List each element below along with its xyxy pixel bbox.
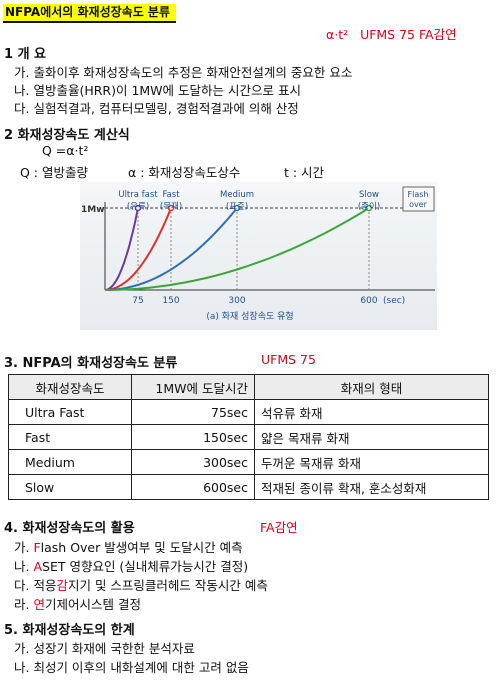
item-text: SET 영향요인 (실내체류가능시간 결정) <box>42 559 249 574</box>
formula-text: α·t² <box>326 27 349 42</box>
section1-heading: 1 개 요 <box>4 47 47 62</box>
series-point <box>167 204 175 212</box>
classification-table: 화재성장속도 1MW에 도달시간 화재의 형태 Ultra Fast 75sec… <box>8 374 489 500</box>
table-row: Fast 150sec 얇은 목재류 화재 <box>8 424 489 450</box>
table-cell: Medium <box>8 449 132 475</box>
series-point <box>233 204 241 212</box>
item-text: lash Over 발생여부 및 도달시간 예측 <box>40 540 243 555</box>
page-title: NFPA에서의 화재성장속도 분류 <box>3 4 177 23</box>
series-point <box>134 204 142 212</box>
table-cell: Slow <box>8 474 132 500</box>
series-curve <box>104 207 238 291</box>
series-point <box>365 204 373 212</box>
series-sublabel: (목재) <box>160 202 182 212</box>
table-cell: 150sec <box>131 424 255 450</box>
legend-q: Q : 열방출량 <box>20 165 88 180</box>
item-highlight: A <box>33 559 43 574</box>
legend-alpha: α : 화재성장속도상수 <box>128 165 241 180</box>
section4-item: 가. Flash Over 발생여부 및 도달시간 예측 <box>14 537 243 556</box>
series-curve <box>104 207 172 291</box>
table-cell: 600sec <box>131 474 255 500</box>
x-tick-label: 300 <box>228 296 245 306</box>
table-row: Medium 300sec 두꺼운 목재류 화재 <box>8 449 489 475</box>
table-cell: 75sec <box>131 399 255 425</box>
section4-item: 라. 연기제어시스템 결정 <box>14 594 141 613</box>
table-header: 화재성장속도 <box>8 374 132 400</box>
y-label: 1Mw <box>81 205 105 215</box>
x-tick-label: 75 <box>132 296 143 306</box>
item-text: 기제어시스템 결정 <box>44 597 141 612</box>
table-header: 1MW에 도달시간 <box>131 374 255 400</box>
item-prefix: 다. 적응 <box>14 578 57 593</box>
table-cell: Fast <box>8 424 132 450</box>
section3-heading: 3. NFPA의 화재성장속도 분류 <box>4 356 178 371</box>
legend-t: t : 시간 <box>284 165 325 180</box>
series-sublabel: (유류) <box>127 202 149 212</box>
section5-item: 나. 최성기 이후의 내화설계에 대한 고려 없음 <box>14 660 249 675</box>
item-text: 지기 및 스프링클러헤드 작동시간 예측 <box>67 578 268 593</box>
table-cell: 얇은 목재류 화재 <box>254 424 489 450</box>
table-cell: Ultra Fast <box>8 399 132 425</box>
section1-item: 나. 열방출율(HRR)이 1MW에 도달하는 시간으로 표시 <box>14 83 301 98</box>
table-header: 화재의 형태 <box>254 374 489 400</box>
item-prefix: 라. <box>14 597 34 612</box>
x-axis-label: (sec) <box>383 296 405 306</box>
flash-over-label: Flash <box>408 190 429 199</box>
x-tick-label: 600 <box>360 296 377 306</box>
section4-item: 다. 적응감지기 및 스프링클러헤드 작동시간 예측 <box>14 575 268 594</box>
table-cell: 300sec <box>131 449 255 475</box>
series-curve <box>104 207 139 291</box>
section5-heading: 5. 화재성장속도의 한계 <box>4 623 135 638</box>
formula-text: Q =α·t² <box>42 143 89 158</box>
flash-over-box <box>402 186 435 212</box>
chart-title: (a) 화재 성장속도 유형 <box>206 311 293 322</box>
series-label: Slow <box>359 190 379 200</box>
section2-heading: 2 화재성장속도 계산식 <box>4 128 130 143</box>
fire-growth-chart: 1Mw Ultra fast (유류) Fast (목재) Medium (표준) Slow(… <box>80 182 437 330</box>
section4-item: 나. ASET 영향요인 (실내체류가능시간 결정) <box>14 556 248 575</box>
section3-source: UFMS 75 <box>261 352 316 367</box>
x-tick-label: 150 <box>162 296 179 306</box>
formula: Q =α·t² <box>42 143 88 158</box>
table-header-row: 화재성장속도 1MW에 도달시간 화재의 형태 <box>8 374 489 400</box>
source-text: UFMS 75 FA감연 <box>360 27 457 42</box>
series-curve <box>104 207 370 291</box>
item-prefix: 가. <box>14 540 34 555</box>
series-label: Medium <box>220 190 254 200</box>
flash-over-label: over <box>409 200 428 209</box>
table-row: Slow 600sec 적재된 종이류 확재, 훈소성화재 <box>8 474 489 500</box>
section1-item: 다. 실험적결과, 컴퓨터모델링, 경험적결과에 의해 산정 <box>14 101 299 116</box>
item-highlight: 감 <box>56 578 68 593</box>
item-prefix: 나. <box>14 559 34 574</box>
series-sublabel: (표준) <box>226 202 248 212</box>
series-label: Fast <box>162 190 180 200</box>
formula-reference: α·t² UFMS 75 FA감연 <box>326 24 457 43</box>
item-highlight: 연 <box>33 597 45 612</box>
series-sublabel: (종이) <box>358 201 380 212</box>
table-cell: 석유류 화재 <box>254 399 489 425</box>
section1-item: 가. 출화이후 화재성장속도의 추정은 화재안전설계의 중요한 요소 <box>14 65 353 80</box>
table-cell: 적재된 종이류 확재, 훈소성화재 <box>254 474 489 500</box>
section4-source: FA감연 <box>260 520 298 535</box>
item-highlight: F <box>33 540 41 555</box>
series-label: Ultra fast <box>118 190 158 200</box>
table-row: Ultra Fast 75sec 석유류 화재 <box>8 399 489 425</box>
table-cell: 두꺼운 목재류 화재 <box>254 449 489 475</box>
section5-item: 가. 성장기 화재에 국한한 분석자료 <box>14 641 195 656</box>
section4-heading: 4. 화재성장속도의 활용 <box>4 521 135 536</box>
